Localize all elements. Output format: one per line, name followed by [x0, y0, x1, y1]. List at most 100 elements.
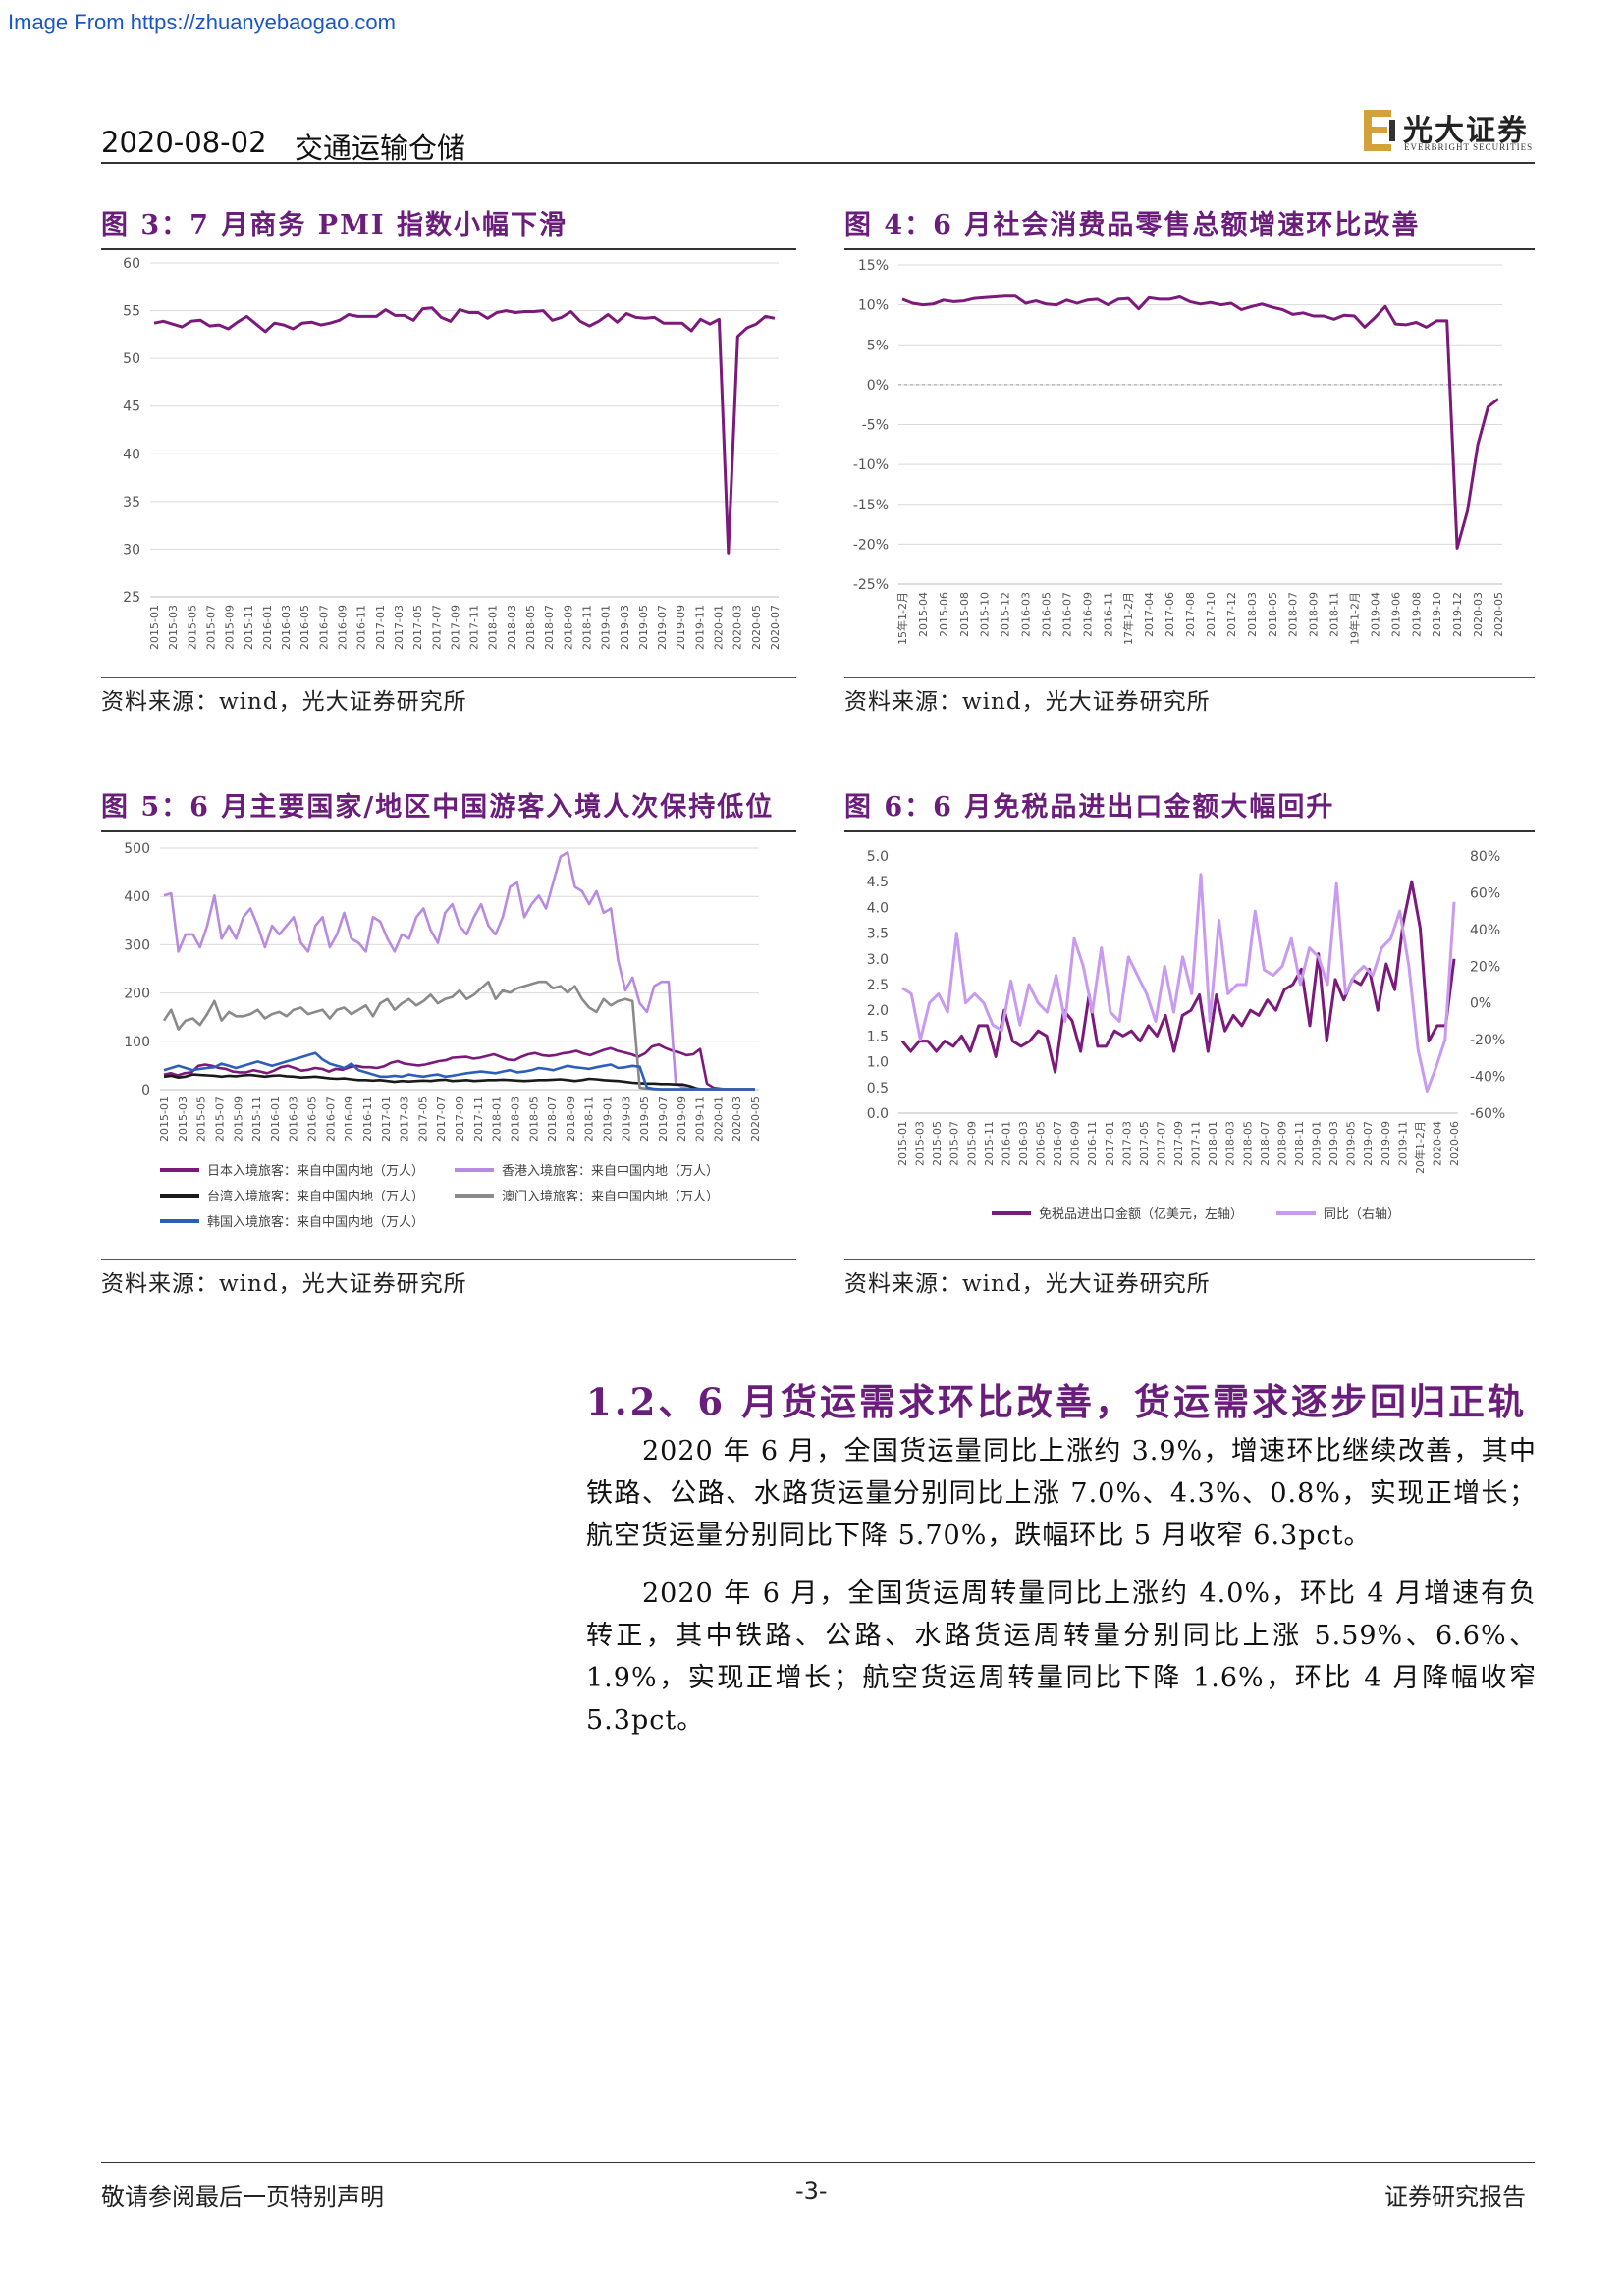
y2-tick-label: -60%: [1470, 1106, 1505, 1122]
x-tick-label: 2019-01: [600, 605, 613, 650]
page-number: -3-: [795, 2177, 828, 2205]
legend-label: 韩国入境旅客：来自中国内地（万人）: [207, 1214, 424, 1230]
y2-tick-label: -20%: [1470, 1033, 1505, 1048]
y-tick-label: 500: [124, 841, 150, 857]
x-tick-label: 2017-07: [430, 605, 443, 650]
x-tick-label: 2016-05: [1041, 592, 1054, 637]
x-tick-label: 2016-09: [1069, 1121, 1082, 1166]
figure-6-bottom-rule: [844, 1259, 1535, 1260]
x-tick-label: 2017-01: [374, 605, 387, 650]
y-tick-label: 1.0: [867, 1055, 889, 1071]
x-tick-label: 2019-04: [1369, 592, 1381, 637]
x-tick-label: 2016-05: [298, 605, 311, 650]
x-tick-label: 2015-09: [965, 1121, 978, 1166]
y-tick-label: 2.0: [867, 1003, 889, 1019]
x-tick-label: 2015-05: [186, 605, 198, 650]
legend-label: 免税品进出口金额（亿美元，左轴）: [1039, 1206, 1243, 1222]
x-tick-label: 2015-06: [938, 592, 950, 637]
x-tick-label: 2015-01: [148, 605, 161, 650]
y2-tick-label: 40%: [1470, 923, 1500, 938]
x-tick-label: 2016-03: [280, 605, 293, 650]
x-tick-label: 2016-11: [361, 1096, 374, 1142]
y-tick-label: 0.0: [867, 1106, 889, 1122]
figure-5-chart: 0 100 200 300 400 500 2015-01 2015-03 2015-05 201…: [124, 841, 762, 1230]
x-tick-label: 2020-01: [712, 1096, 725, 1142]
legend-label: 香港入境旅客：来自中国内地（万人）: [502, 1163, 719, 1179]
x-tick-label: 2017-09: [449, 605, 461, 650]
paragraph-freight-volume: 2020 年 6 月，全国货运量同比上涨约 3.9%，增速环比继续改善，其中铁路…: [586, 1436, 1537, 1551]
figure-4-source: 资料来源：wind，光大证券研究所: [844, 689, 1211, 715]
y-tick-label: -15%: [853, 498, 889, 513]
x-tick-label: 2020-05: [750, 605, 763, 650]
x-tick-label: 2020-04: [1431, 1121, 1443, 1166]
x-tick-label: 2017-09: [1172, 1121, 1185, 1166]
logo-english: EVERBRIGHT SECURITIES: [1404, 142, 1534, 152]
y-tick-label: 3.0: [867, 952, 889, 968]
report-sector: 交通运输仓储: [295, 132, 466, 165]
y-tick-label: 4.5: [867, 875, 889, 890]
series-line-4: [163, 1051, 755, 1091]
footer-divider: [101, 2162, 1535, 2163]
figure-5-bottom-rule: [101, 1259, 796, 1260]
series-line-0: [163, 1043, 755, 1091]
y-tick-label: -10%: [853, 457, 889, 473]
x-tick-label: 2016-01: [269, 1096, 282, 1142]
series-line-0: [900, 880, 1456, 1074]
x-tick-label: 2018-09: [562, 605, 574, 650]
y-tick-label: 100: [124, 1035, 150, 1050]
x-tick-label: 2015-10: [979, 592, 992, 637]
x-tick-label: 2017-08: [1184, 592, 1197, 637]
x-tick-label: 2019-11: [694, 1096, 707, 1142]
x-tick-label: 2019-05: [637, 605, 650, 650]
x-tick-label: 2018-03: [1246, 592, 1259, 637]
logo-name: 光大证券: [1403, 114, 1529, 148]
x-tick-label: 2017-07: [1155, 1121, 1167, 1166]
x-tick-label: 2017-10: [1205, 592, 1218, 637]
y-tick-label: 3.5: [867, 927, 889, 942]
x-tick-label: 2017-09: [454, 1096, 466, 1142]
x-tick-label: 2019-03: [620, 1096, 632, 1142]
x-tick-label: 2018-01: [491, 1096, 504, 1142]
figure-3-top-rule: [101, 248, 796, 250]
legend-label: 同比（右轴）: [1324, 1207, 1400, 1222]
company-logo: 光大证券 EVERBRIGHT SECURITIES: [1360, 106, 1537, 157]
series-line-1: [163, 851, 755, 1091]
y-tick-label: -20%: [853, 537, 889, 553]
x-tick-label: 19年1-2月: [1347, 592, 1361, 645]
x-tick-label: 2018-07: [543, 605, 556, 650]
x-tick-label: 2020-06: [1448, 1121, 1461, 1166]
x-tick-label: 20年1-2月: [1413, 1121, 1427, 1174]
y-tick-label: 10%: [858, 298, 889, 314]
x-tick-label: 2019-09: [675, 605, 687, 650]
x-tick-label: 2020-07: [769, 605, 782, 650]
x-tick-label: 2019-07: [656, 605, 669, 650]
x-tick-label: 2018-05: [527, 1096, 540, 1142]
figure-4-chart: -25% -20% -15% -10% -5% 0% 5% 10% 15% 15年1-2月 2015…: [853, 258, 1505, 645]
x-tick-label: 2017-11: [472, 1096, 485, 1142]
x-tick-label: 2016-05: [306, 1096, 319, 1142]
x-tick-label: 2018-05: [1241, 1121, 1254, 1166]
y2-tick-label: 20%: [1470, 959, 1500, 975]
x-tick-label: 2015-05: [195, 1096, 208, 1142]
figure-3-bottom-rule: [101, 677, 796, 678]
y-tick-label: 40: [123, 447, 140, 462]
x-tick-label: 2016-09: [337, 605, 350, 650]
x-tick-label: 2018-07: [1259, 1121, 1272, 1166]
x-tick-label: 2019-10: [1431, 592, 1443, 637]
x-tick-label: 2020-01: [713, 605, 726, 650]
x-tick-label: 2015-03: [177, 1096, 189, 1142]
x-tick-label: 2015-11: [243, 605, 255, 650]
x-tick-label: 2015-09: [224, 605, 237, 650]
y-tick-label: -5%: [862, 418, 889, 434]
figure-5-top-rule: [101, 830, 796, 832]
x-tick-label: 2015-11: [983, 1121, 996, 1166]
x-tick-label: 2018-07: [1287, 592, 1300, 637]
x-tick-label: 2019-05: [638, 1096, 651, 1142]
x-tick-label: 2016-09: [1081, 592, 1094, 637]
x-tick-label: 2016-11: [355, 605, 368, 650]
figure-4-top-rule: [844, 248, 1535, 250]
watermark-link[interactable]: Image From https://zhuanyebaogao.com: [8, 10, 396, 34]
x-tick-label: 2015-07: [213, 1096, 226, 1142]
x-tick-label: 2018-11: [1293, 1121, 1306, 1166]
x-tick-label: 2015-04: [917, 592, 930, 637]
